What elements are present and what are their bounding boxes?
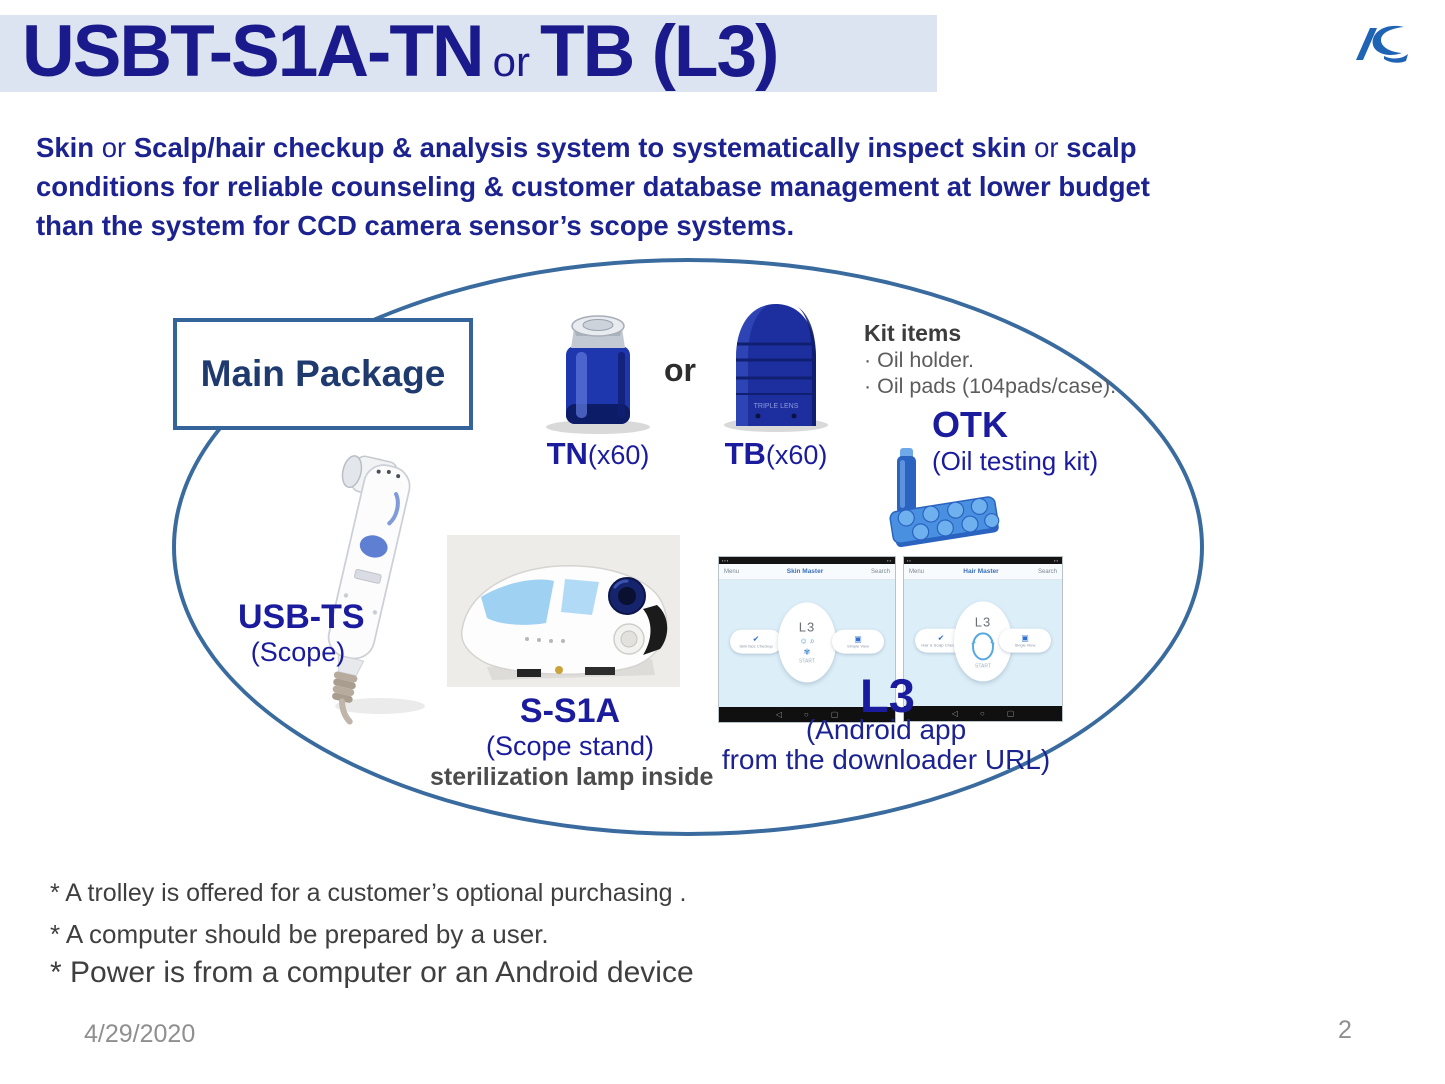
tb-engraving-text: TRIPLE LENS: [754, 403, 799, 410]
android-nav-bar: ◁ ○ ▢: [719, 707, 895, 722]
tablet-screen: ✔ Skin face Checkup L3 ☺ ⌕ ✾ START ▣ Sim…: [719, 580, 895, 707]
checkup-button: ✔ Skin face Checkup: [730, 629, 782, 654]
usb-ts-name: USB-TS: [238, 598, 365, 636]
status-icons-left: ▪▪▪: [722, 558, 730, 563]
search-button: Search: [870, 568, 890, 575]
intro-paragraph: Skin or Scalp/hair checkup & analysis sy…: [36, 128, 1416, 245]
menu-button: Menu: [724, 568, 740, 575]
back-icon: ◁: [775, 709, 782, 719]
slide-date: 4/29/2020: [84, 1020, 196, 1048]
footnote: * A computer should be prepared by a use…: [50, 919, 549, 949]
kit-item: · Oil holder.: [864, 348, 974, 372]
tn-lens-image: [546, 315, 650, 434]
kit-item: · Oil pads (104pads/case).: [864, 374, 1117, 398]
usb-ts-scope-image: [327, 455, 425, 725]
otk-image: [889, 448, 1000, 548]
intro-text: or: [1034, 132, 1059, 163]
title-connector: or: [492, 38, 530, 85]
tn-magnification: (x60): [587, 440, 650, 470]
s-s1a-description: (Scope stand): [485, 731, 655, 761]
intro-line-2: conditions for reliable counseling & cus…: [36, 171, 1150, 202]
recent-icon: ▢: [830, 709, 839, 719]
tablet-screenshot-hair-master: ▪▪ ▪▪ Menu Hair Master Search ✔ Hair & Sc…: [903, 556, 1063, 722]
simple-view-button-label: Simple View: [847, 643, 869, 649]
single-view-button: ▣ Single View: [999, 628, 1051, 653]
tablet-app-bar: Menu Hair Master Search: [904, 564, 1062, 580]
title-main: USBT-S1A-TN: [22, 11, 485, 92]
l3-description-line2: from the downloader URL): [721, 744, 1051, 775]
tb-magnification: (x60): [765, 440, 828, 470]
intro-text: scalp: [1066, 132, 1137, 163]
oval-title: L3: [798, 619, 816, 635]
page-title: USBT-S1A-TN or TB (L3): [22, 10, 779, 93]
checkup-button-label: Skin face Checkup: [739, 643, 773, 649]
back-icon: ◁: [951, 708, 958, 718]
single-view-button-label: Single View: [1014, 642, 1036, 648]
intro-text: Scalp/hair checkup & analysis system to …: [133, 132, 1027, 163]
intro-text: or: [101, 132, 127, 163]
tablet-screen: ✔ Hair & Scalp Checkup L3 START ▣ Single…: [904, 580, 1062, 706]
tablet-status-bar: ▪▪▪ ▪▪: [719, 557, 895, 564]
menu-button: Menu: [909, 568, 925, 575]
tablet-screenshot-skin-master: ▪▪▪ ▪▪ Menu Skin Master Search ✔ Skin fac…: [718, 556, 896, 723]
android-nav-bar: ◁ ○ ▢: [904, 706, 1062, 721]
checkmark-icon: ✔: [937, 633, 945, 643]
tablet-status-bar: ▪▪ ▪▪: [904, 557, 1062, 564]
checkup-button-label: Hair & Scalp Checkup: [921, 642, 961, 648]
face-outline-icon: [971, 631, 995, 660]
home-icon: ○: [803, 709, 809, 719]
or-label: or: [664, 352, 696, 388]
tb-name: TB: [724, 436, 766, 471]
s-s1a-label: S-S1A (Scope stand) sterilization lamp i…: [430, 692, 714, 792]
tn-name: TN: [546, 436, 588, 471]
s-s1a-name: S-S1A: [519, 692, 621, 730]
main-package-label: Main Package: [200, 353, 446, 394]
home-icon: ○: [979, 708, 985, 718]
app-title: Hair Master: [963, 568, 999, 575]
s-s1a-stand-image: [447, 535, 680, 687]
kit-items-title: Kit items: [864, 320, 962, 346]
page-number: 2: [1338, 1016, 1352, 1044]
main-package-box: Main Package: [173, 318, 473, 430]
l3-name: L3: [860, 669, 915, 722]
app-title: Skin Master: [786, 568, 824, 575]
app-icon: ▣: [1021, 633, 1029, 643]
kit-items-block: Kit items · Oil holder. · Oil pads (104p…: [864, 320, 1116, 399]
tb-lens-image: TRIPLE LENS: [724, 304, 828, 432]
tb-label: TB(x60): [716, 436, 836, 472]
usb-ts-label: USB-TS (Scope): [238, 598, 365, 668]
footnote: * Power is from a computer or an Android…: [50, 956, 694, 989]
title-highlight-band: [0, 15, 937, 92]
jc-logo-icon: [1356, 25, 1408, 63]
status-icons-left: ▪▪: [907, 558, 912, 563]
oval-title: L3: [974, 613, 992, 629]
l3-description-line1: (Android app: [805, 714, 967, 745]
center-oval: L3 ☺ ⌕ ✾ START: [778, 601, 836, 682]
package-ellipse: [172, 258, 1204, 836]
otk-name: OTK: [932, 404, 1008, 445]
usb-ts-description: (Scope): [250, 637, 346, 667]
start-label: START: [975, 662, 991, 669]
feature-icon-2: ✾: [803, 647, 811, 657]
otk-description: (Oil testing kit): [932, 446, 1099, 476]
feature-icons: ☺ ⌕: [799, 636, 815, 646]
app-icon: ▣: [854, 634, 862, 644]
tablet-app-bar: Menu Skin Master Search: [719, 564, 895, 580]
intro-line-3: than the system for CCD camera sensor’s …: [36, 210, 795, 241]
status-icons-right: ▪▪: [1054, 558, 1059, 563]
recent-icon: ▢: [1006, 708, 1015, 718]
title-suffix: TB (L3): [540, 11, 779, 92]
search-button: Search: [1037, 568, 1057, 575]
intro-line-1: Skin or Scalp/hair checkup & analysis sy…: [36, 128, 1416, 167]
s-s1a-note: sterilization lamp inside: [430, 763, 714, 791]
footnotes: * A trolley is offered for a customer’s …: [50, 878, 694, 991]
intro-text: Skin: [36, 132, 95, 163]
checkmark-icon: ✔: [752, 634, 760, 644]
start-label: START: [799, 658, 815, 665]
footnote: * A trolley is offered for a customer’s …: [50, 879, 687, 907]
simple-view-button: ▣ Simple View: [832, 629, 884, 654]
status-icons-right: ▪▪: [887, 558, 892, 563]
tn-label: TN(x60): [538, 436, 658, 472]
